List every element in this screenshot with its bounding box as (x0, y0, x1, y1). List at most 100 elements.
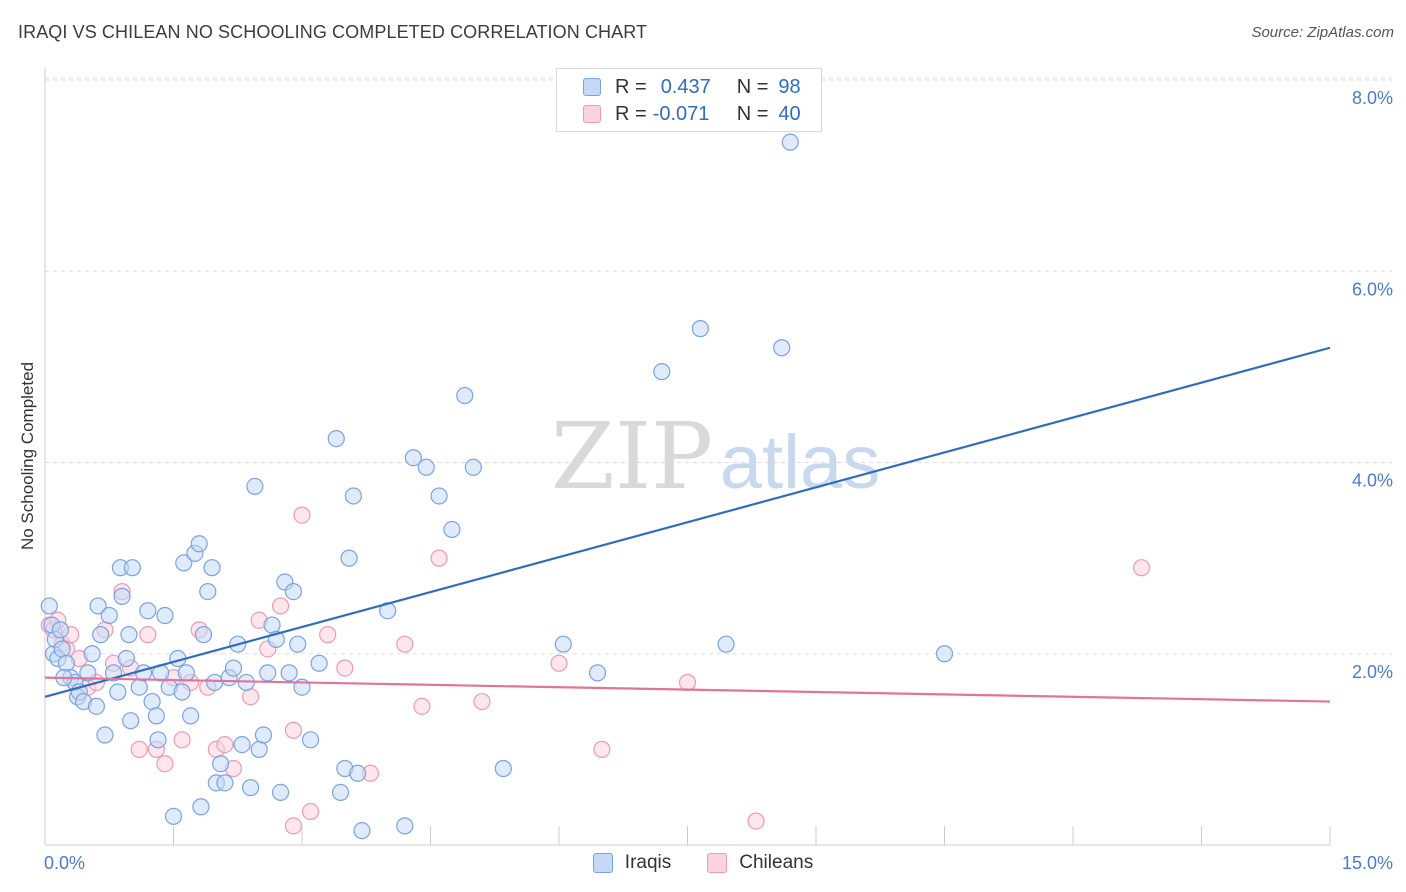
chileans-point-36 (430, 549, 448, 567)
iraqis-point-58 (242, 779, 260, 797)
iraqis-point-87 (464, 458, 482, 476)
iraqis-point-28 (130, 678, 148, 696)
iraqis-point-15 (87, 697, 106, 715)
iraqis-point-45 (192, 798, 210, 816)
chileans-point-13 (139, 626, 157, 644)
iraqis-point-32 (147, 707, 165, 725)
iraqis-point-88 (494, 759, 512, 778)
iraqis-point-69 (289, 635, 307, 653)
x-tick-label-max: 15.0% (1342, 853, 1393, 873)
chileans-n-value: 40 (778, 102, 801, 125)
iraqis-point-21 (109, 683, 127, 701)
legend-label-iraqis: Iraqis (624, 852, 672, 873)
iraqis-point-74 (331, 783, 350, 802)
iraqis-point-37 (164, 807, 183, 825)
iraqis-point-89 (554, 635, 572, 653)
legend-row-chileans: R = -0.071 N = 40 (583, 101, 801, 127)
iraqis-point-91 (653, 363, 671, 381)
y-tick-label-8: 8.0% (1352, 88, 1393, 108)
chileans-point-31 (319, 626, 337, 644)
iraqis-point-14 (83, 645, 101, 663)
y-tick-label-4: 4.0% (1352, 471, 1393, 491)
chileans-point-28 (284, 817, 303, 835)
iraqis-point-78 (349, 764, 367, 782)
iraqis-point-19 (100, 606, 118, 625)
iraqis-point-48 (203, 559, 221, 577)
iraqis-point-18 (96, 726, 114, 744)
iraqis-point-85 (443, 520, 461, 539)
iraqis-point-47 (199, 582, 217, 601)
chileans-point-44 (284, 721, 303, 739)
x-tick-label-min: 0.0% (44, 853, 85, 873)
iraqis-point-26 (122, 712, 140, 730)
iraqis-point-79 (353, 822, 371, 840)
chileans-point-39 (593, 740, 611, 758)
iraqis-point-67 (280, 664, 298, 682)
chileans-swatch (583, 105, 601, 123)
gridlines (45, 77, 1392, 655)
iraqis-point-60 (250, 740, 268, 758)
chileans-point-40 (678, 673, 697, 692)
iraqis-point-76 (340, 549, 358, 567)
iraqis-point-90 (588, 664, 607, 682)
chileans-point-27 (271, 597, 290, 615)
series-legend: Iraqis Chileans (0, 852, 1406, 874)
iraqis-point-52 (216, 774, 234, 792)
iraqis-swatch (592, 853, 613, 873)
iraqis-point-0 (40, 597, 58, 615)
r-label: R = (615, 75, 647, 98)
trend-lines (44, 346, 1331, 703)
iraqis-point-82 (404, 449, 422, 467)
iraqis-point-61 (254, 726, 273, 744)
chileans-point-22 (216, 735, 234, 754)
chileans-point-41 (747, 812, 765, 830)
iraqis-point-68 (284, 582, 303, 601)
iraqis-point-83 (417, 458, 435, 476)
chileans-point-12 (130, 740, 148, 758)
axes (44, 68, 1331, 846)
iraqis-point-93 (717, 635, 735, 653)
iraqis-point-30 (139, 602, 157, 620)
watermark-zip: ZIP (551, 403, 713, 510)
iraqis-point-51 (212, 755, 230, 773)
source-credit: Source: ZipAtlas.com (1251, 24, 1394, 41)
iraqis-point-39 (173, 683, 191, 701)
iraqis-point-59 (246, 477, 264, 496)
chart-title: IRAQI VS CHILEAN NO SCHOOLING COMPLETED … (18, 22, 648, 42)
legend-label-chileans: Chileans (739, 852, 814, 873)
zipatlas-watermark: ZIP atlas (551, 403, 880, 510)
iraqis-point-54 (224, 659, 243, 677)
r-label: R = (615, 102, 647, 125)
chileans-point-38 (550, 654, 568, 672)
iraqis-point-13 (79, 664, 97, 682)
chileans-point-29 (293, 506, 311, 524)
iraqis-point-31 (143, 692, 161, 711)
legend-item-iraqis[interactable]: Iraqis (592, 852, 672, 874)
iraqis-point-56 (233, 735, 251, 754)
chileans-point-35 (413, 697, 431, 715)
chileans-point-24 (242, 688, 260, 706)
iraqis-point-81 (396, 817, 414, 835)
y-axis-label: No Schooling Completed (18, 361, 37, 551)
n-label: N = (736, 102, 769, 125)
chileans-swatch (707, 853, 728, 873)
iraqis-point-24 (117, 649, 135, 668)
tick-labels: 2.0% 4.0% 6.0% 8.0% 0.0% 15.0% (44, 88, 1393, 873)
iraqis-point-71 (301, 731, 320, 749)
iraqis-point-16 (89, 597, 107, 615)
iraqis-trend-line (44, 346, 1331, 698)
legend-item-chileans[interactable]: Chileans (707, 852, 813, 874)
iraqis-point-33 (149, 731, 167, 749)
iraqis-point-5 (51, 621, 70, 639)
chileans-r-value: -0.071 (652, 102, 710, 125)
iraqis-point-41 (177, 664, 195, 682)
iraqis-point-7 (57, 654, 76, 672)
iraqis-point-86 (456, 386, 474, 405)
iraqis-point-40 (175, 554, 193, 572)
y-tick-label-6: 6.0% (1352, 279, 1393, 299)
iraqis-point-44 (190, 535, 208, 553)
chileans-point-32 (336, 659, 354, 677)
chileans-point-42 (1132, 559, 1151, 577)
iraqis-point-96 (935, 645, 954, 663)
iraqis-point-25 (120, 626, 138, 644)
